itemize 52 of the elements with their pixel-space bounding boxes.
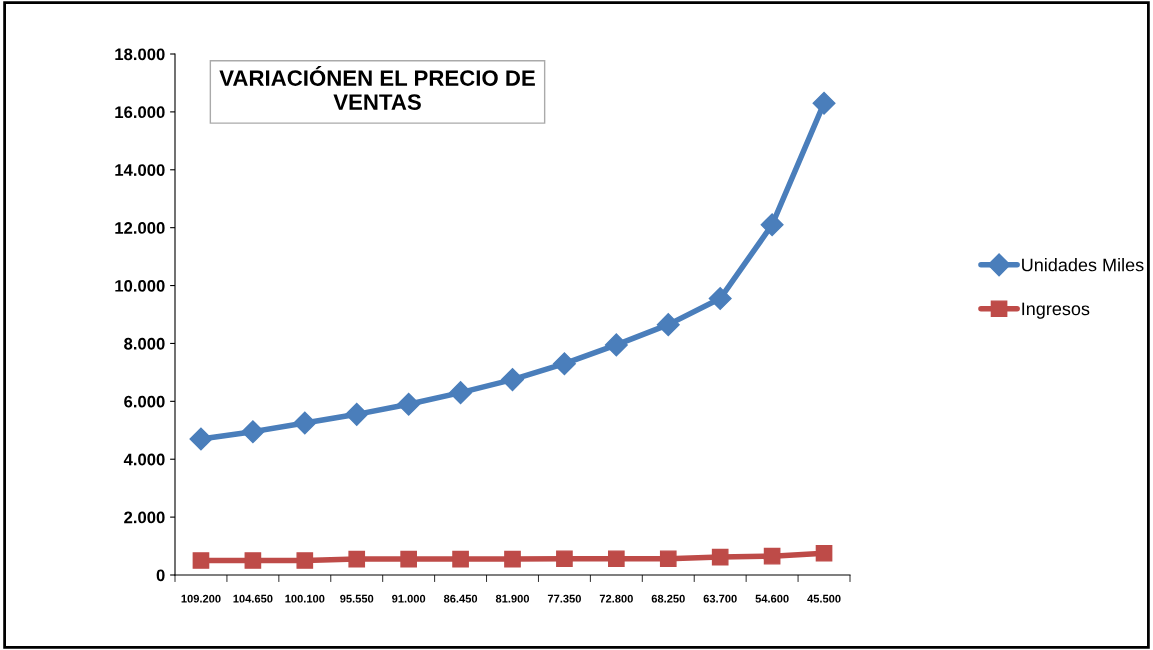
y-tick-label: 6.000 [124,395,165,408]
x-tick-label: 68.250 [651,594,685,603]
point [763,547,781,565]
point [711,548,729,566]
x-tick-label: 86.450 [443,594,478,603]
point [760,213,784,237]
point [812,91,836,115]
x-tick-label: 54.600 [755,594,789,603]
legend-label: Ingresos [1022,302,1090,319]
text: VARIACIÓNEN EL PRECIO DE VENTAS [219,66,535,110]
x-tick-label: 91.000 [392,594,426,603]
point [241,420,265,444]
y-tick-label: 12.000 [115,222,165,234]
y-tick-label: 16.000 [115,106,165,119]
point [348,550,366,568]
x-tick-label: 63.700 [703,594,737,603]
y-tick-label: 10.000 [115,279,165,292]
x-tick-label: 95.550 [340,594,374,603]
x-tick-label: 104.650 [233,594,273,603]
y-tick-label: 8.000 [124,337,165,350]
x-tick-label: 100.100 [285,594,325,603]
point [659,550,677,568]
point [608,550,625,568]
x-tick-label: 72.800 [599,594,633,603]
point [293,411,317,435]
point [656,313,680,337]
point [815,544,833,562]
point [452,550,469,568]
y-tick-label: 4.000 [123,453,165,466]
point [604,333,628,357]
y-tick-label: 2.000 [124,511,165,524]
point [345,402,369,426]
x-tick-label: 109.200 [181,594,221,603]
point [400,550,417,568]
point [397,392,421,416]
y-tick-label: 0 [156,569,165,582]
x-tick-label: 81.900 [495,594,530,603]
point [708,287,732,311]
point [296,552,314,569]
point [192,552,210,569]
x-tick-label: 77.350 [547,594,581,603]
y-tick-label: 14.000 [115,164,165,176]
x-tick-label: 45.500 [807,594,841,603]
point [189,427,213,451]
legend-label: Unidades Miles [1022,258,1144,272]
y-tick-label: 18.000 [115,48,165,61]
point [501,368,524,392]
point [504,550,521,568]
point [244,552,262,569]
point [449,381,473,405]
point [552,352,576,376]
point [556,550,573,568]
